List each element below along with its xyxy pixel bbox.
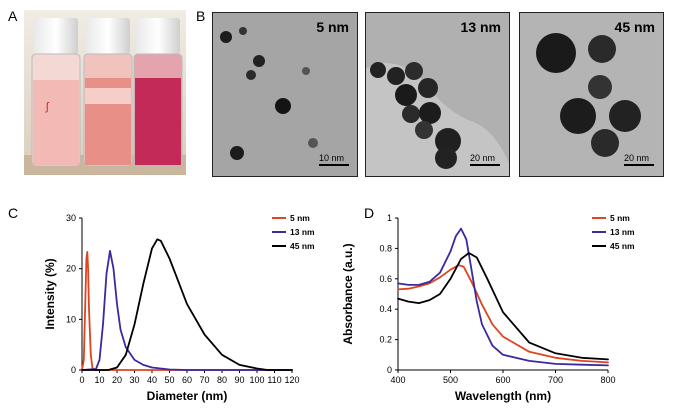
panel-label-a: A [8, 8, 18, 24]
legend-label: 5 nm [290, 213, 310, 223]
x-tick-label: 120 [284, 375, 299, 385]
x-tick-label: 20 [112, 375, 122, 385]
x-axis-label: Diameter (nm) [147, 389, 228, 403]
series-line-45nm [397, 252, 609, 361]
y-tick-label: 0.8 [379, 243, 392, 253]
tem-scale-bar [319, 164, 349, 166]
x-tick-label: 90 [234, 375, 244, 385]
tem-image-13nm: 13 nm 20 nm [365, 12, 510, 177]
x-tick-label: 50 [164, 375, 174, 385]
y-tick-label: 0 [71, 365, 76, 375]
vials-photo: ʃ [24, 10, 186, 175]
x-tick-label: 800 [600, 375, 615, 385]
x-tick-label: 70 [199, 375, 209, 385]
x-tick-label: 40 [147, 375, 157, 385]
x-tick-label: 80 [217, 375, 227, 385]
x-tick-label: 30 [129, 375, 139, 385]
tem-size-label: 13 nm [460, 19, 501, 35]
x-tick-label: 110 [267, 375, 281, 385]
panel-label-c: C [8, 205, 19, 221]
series-line-45nm [81, 238, 293, 371]
legend-label: 13 nm [610, 227, 635, 237]
series-line-13nm [81, 250, 293, 371]
y-tick-label: 30 [66, 213, 76, 223]
y-tick-label: 0.2 [379, 335, 392, 345]
tem-scale-bar [624, 164, 654, 166]
x-tick-label: 700 [548, 375, 563, 385]
x-tick-label: 0 [79, 375, 84, 385]
x-tick-label: 600 [495, 375, 510, 385]
y-tick-label: 10 [66, 314, 76, 324]
y-tick-label: 1 [387, 213, 392, 223]
legend-label: 5 nm [610, 213, 630, 223]
absorbance-chart: 400 500 600 700 800 0 0.2 0.4 0.6 0.8 1 5 nm 13 nm 4… [341, 213, 635, 403]
y-tick-label: 0 [387, 365, 392, 375]
svg-text:ʃ: ʃ [45, 101, 50, 113]
panel-label-d: D [364, 205, 375, 221]
y-axis-label: Intensity (%) [43, 258, 57, 329]
series-line-5nm [397, 264, 609, 364]
x-tick-label: 500 [443, 375, 458, 385]
legend-label: 13 nm [290, 227, 315, 237]
tem-size-label: 5 nm [316, 19, 349, 35]
y-tick-label: 0.4 [379, 304, 392, 314]
y-tick-label: 20 [66, 264, 76, 274]
y-tick-label: 0.6 [379, 274, 392, 284]
x-tick-label: 100 [249, 375, 264, 385]
tem-scale-bar [470, 164, 500, 166]
y-axis-label: Absorbance (a.u.) [341, 243, 355, 344]
x-tick-label: 60 [182, 375, 192, 385]
series-line-13nm [397, 227, 609, 367]
legend-label: 45 nm [610, 241, 635, 251]
tem-scale-label: 10 nm [319, 153, 345, 163]
tem-size-label: 45 nm [614, 19, 655, 35]
tem-scale-label: 20 nm [470, 153, 496, 163]
x-tick-label: 10 [94, 375, 104, 385]
tem-image-5nm: 5 nm 10 nm [212, 12, 358, 177]
x-tick-label: 400 [390, 375, 405, 385]
x-axis-label: Wavelength (nm) [455, 389, 551, 403]
dls-chart: 0 10 20 30 40 50 60 70 80 90 100 110 120 0 10 20 30 5 nm… [43, 213, 315, 403]
legend-label: 45 nm [290, 241, 315, 251]
tem-image-45nm: 45 nm 20 nm [519, 12, 664, 177]
tem-scale-label: 20 nm [624, 153, 650, 163]
panel-label-b: B [196, 8, 206, 24]
